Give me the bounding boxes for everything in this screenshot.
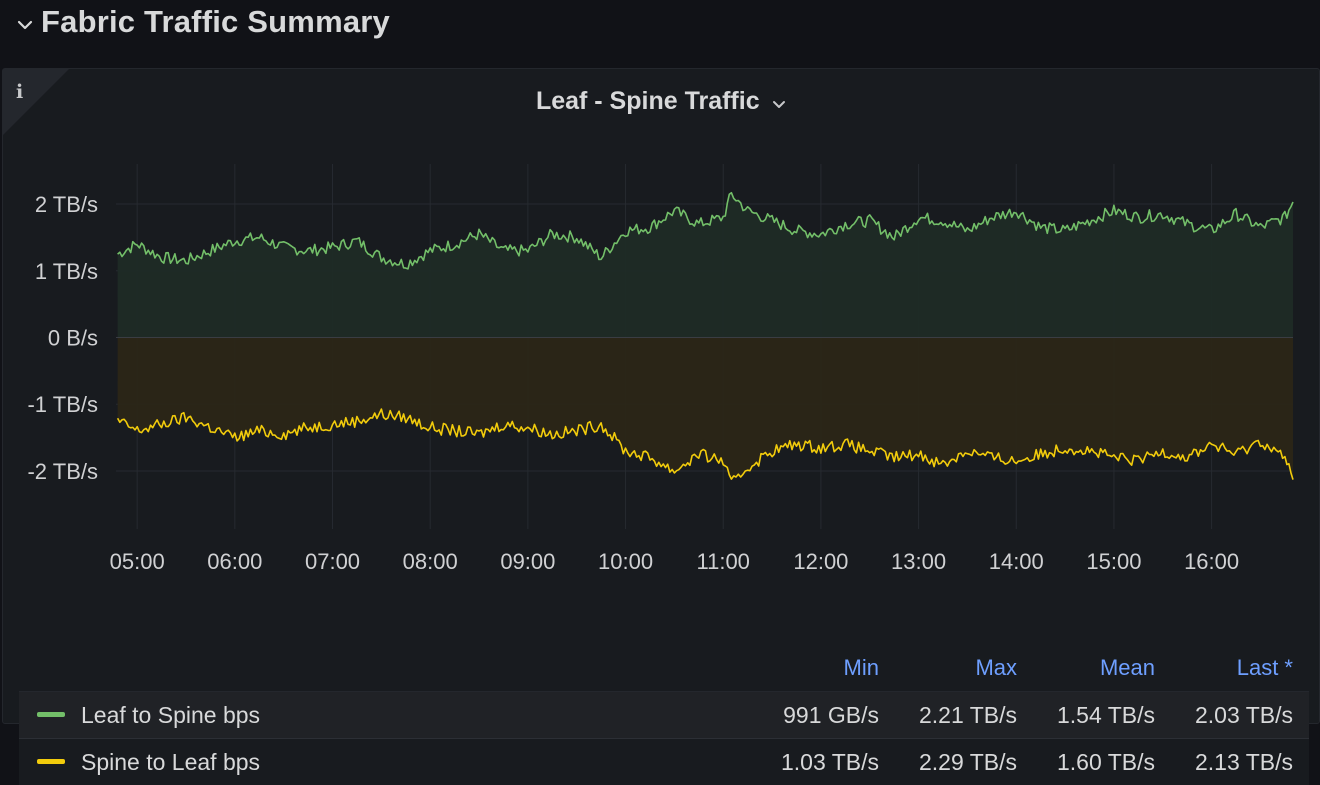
legend-header: Min Max Mean Last * [19, 651, 1309, 691]
stat-last: 2.03 TB/s [1194, 702, 1293, 728]
series-area [117, 192, 1294, 338]
legend-header-min[interactable]: Min [843, 655, 879, 680]
series-color-swatch[interactable] [37, 759, 65, 764]
chevron-down-icon[interactable] [772, 100, 786, 110]
legend-row[interactable]: Spine to Leaf bps 1.03 TB/s 2.29 TB/s 1.… [19, 738, 1309, 785]
info-icon[interactable]: i [16, 81, 24, 103]
stat-min: 991 GB/s [783, 702, 879, 728]
x-tick-label: 15:00 [1086, 549, 1141, 574]
x-tick-label: 14:00 [989, 549, 1044, 574]
chevron-down-icon[interactable] [16, 16, 34, 34]
time-series-chart[interactable]: 05:00 06:00 07:00 08:00 09:00 10:00 11:00 12:00… [3, 69, 1319, 589]
x-tick-label: 11:00 [697, 549, 750, 574]
panel-title[interactable]: Leaf - Spine Traffic [535, 87, 760, 115]
series-color-swatch[interactable] [37, 712, 65, 717]
x-tick-label: 08:00 [403, 549, 458, 574]
x-tick-label: 13:00 [891, 549, 946, 574]
y-tick-label: -2 TB/s [27, 459, 98, 484]
series-area [117, 337, 1294, 480]
stat-max: 2.29 TB/s [918, 749, 1017, 775]
legend-header-max[interactable]: Max [975, 655, 1017, 680]
y-tick-label: 1 TB/s [35, 259, 98, 284]
x-tick-label: 05:00 [110, 549, 165, 574]
stat-min: 1.03 TB/s [780, 749, 879, 775]
y-tick-label: 0 B/s [48, 325, 98, 350]
series-line [117, 191, 1294, 270]
x-tick-label: 10:00 [598, 549, 653, 574]
series-name[interactable]: Spine to Leaf bps [81, 749, 261, 775]
panel-header[interactable]: Leaf - Spine Traffic [3, 87, 1319, 116]
x-tick-label: 16:00 [1184, 549, 1239, 574]
stat-max: 2.21 TB/s [918, 702, 1017, 728]
row-header[interactable]: Fabric Traffic Summary [0, 0, 1320, 66]
y-tick-label: 2 TB/s [35, 192, 98, 217]
stat-mean: 1.60 TB/s [1056, 749, 1155, 775]
info-corner[interactable] [3, 69, 69, 135]
stat-mean: 1.54 TB/s [1056, 702, 1155, 728]
legend-header-last[interactable]: Last * [1236, 655, 1293, 680]
x-tick-label: 12:00 [793, 549, 848, 574]
stat-last: 2.13 TB/s [1194, 749, 1293, 775]
legend-table: Min Max Mean Last * Leaf to Spine bps 99… [19, 651, 1309, 785]
x-tick-label: 09:00 [500, 549, 555, 574]
series-name[interactable]: Leaf to Spine bps [81, 702, 261, 728]
series-line [116, 408, 1294, 480]
row-title[interactable]: Fabric Traffic Summary [41, 4, 390, 39]
graph-panel: i Leaf - Spine Traffic 05:00 06:00 07:00 08… [2, 68, 1320, 785]
legend-header-mean[interactable]: Mean [1099, 655, 1155, 680]
x-tick-label: 07:00 [305, 549, 360, 574]
legend-row[interactable]: Leaf to Spine bps 991 GB/s 2.21 TB/s 1.5… [19, 691, 1309, 738]
y-tick-label: -1 TB/s [27, 392, 98, 417]
x-tick-label: 06:00 [207, 549, 262, 574]
